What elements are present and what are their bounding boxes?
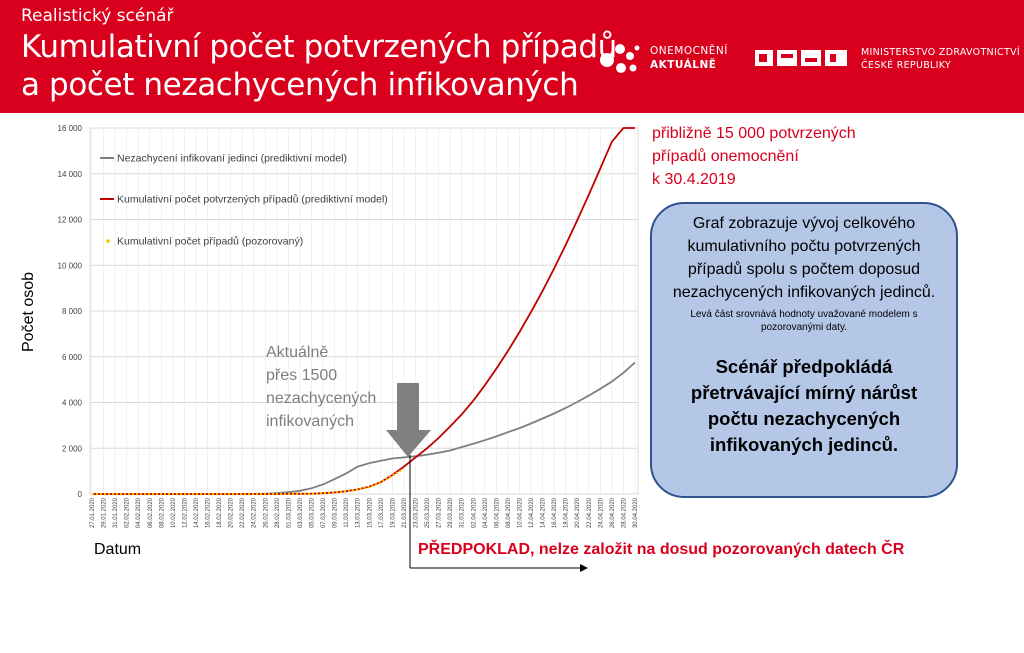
series-line-3 xyxy=(92,467,405,496)
x-tick-label: 17.03.2020 xyxy=(379,497,385,528)
y-tick-label: 4 000 xyxy=(62,399,83,408)
x-tick-label: 22.02.2020 xyxy=(240,497,246,528)
y-axis-label: Počet osob xyxy=(20,271,37,352)
series-line-2 xyxy=(92,127,635,495)
x-tick-label: 05.03.2020 xyxy=(310,497,316,528)
y-tick-label: 16 000 xyxy=(58,124,83,133)
x-tick-label: 28.02.2020 xyxy=(275,497,281,528)
x-tick-label: 16.02.2020 xyxy=(206,497,212,528)
x-tick-label: 12.02.2020 xyxy=(182,497,188,528)
scenario-kicker: Realistický scénář xyxy=(21,6,174,26)
legend-swatch xyxy=(106,239,110,243)
info-small-text: Levá část srovnává hodnoty uvažované mod… xyxy=(690,309,918,333)
page-title-line1: Kumulativní počet potvrzených případů xyxy=(21,29,617,65)
forecast-arrowhead-icon xyxy=(580,564,588,572)
annotation-line1: Aktuálně xyxy=(266,344,329,361)
x-tick-label: 11.03.2020 xyxy=(344,497,350,527)
x-tick-label: 22.04.2020 xyxy=(587,497,593,528)
ministry-logo: MINISTERSTVO ZDRAVOTNICTVÍ ČESKÉ REPUBLI… xyxy=(753,44,1023,80)
onemocneni-aktualne-logo: ONEMOCNĚNÍ AKTUÁLNĚ xyxy=(598,42,738,78)
x-tick-label: 01.03.2020 xyxy=(286,497,292,528)
x-tick-label: 30.04.2020 xyxy=(633,497,639,528)
x-axis-label: Datum xyxy=(94,541,142,558)
legend-label: Kumulativní počet potvrzených případů (p… xyxy=(117,194,388,206)
x-tick-label: 04.04.2020 xyxy=(483,497,489,528)
x-tick-label: 16.04.2020 xyxy=(552,497,558,528)
y-tick-label: 0 xyxy=(78,490,83,499)
y-tick-label: 2 000 xyxy=(62,444,83,453)
x-tick-label: 14.02.2020 xyxy=(194,497,200,528)
annotation-line2: přes 1500 xyxy=(266,367,338,384)
legend-label: Kumulativní počet případů (pozorovaný) xyxy=(117,236,303,248)
y-tick-label: 6 000 xyxy=(62,353,83,362)
x-tick-label: 20.04.2020 xyxy=(575,497,581,528)
x-tick-label: 26.02.2020 xyxy=(263,497,269,528)
x-tick-label: 09.03.2020 xyxy=(333,497,339,528)
logo1-line2: AKTUÁLNĚ xyxy=(650,59,717,71)
x-tick-label: 28.04.2020 xyxy=(621,497,627,528)
x-tick-label: 12.04.2020 xyxy=(529,497,535,528)
x-tick-label: 07.03.2020 xyxy=(321,497,327,528)
x-tick-label: 25.03.2020 xyxy=(425,497,431,528)
y-tick-label: 12 000 xyxy=(58,216,83,225)
x-tick-label: 29.01.2020 xyxy=(102,497,108,528)
logo2-line1: MINISTERSTVO ZDRAVOTNICTVÍ xyxy=(861,47,1020,58)
undetected-annotation: Aktuálně přes 1500 nezachycených infikov… xyxy=(266,341,376,433)
logo2-line2: ČESKÉ REPUBLIKY xyxy=(861,60,952,71)
x-tick-label: 29.03.2020 xyxy=(448,497,454,528)
dots-logo-icon xyxy=(600,44,640,73)
x-tick-label: 10.02.2020 xyxy=(171,497,177,528)
x-tick-label: 23.03.2020 xyxy=(413,497,419,528)
x-tick-label: 02.04.2020 xyxy=(471,497,477,528)
x-tick-label: 21.03.2020 xyxy=(402,497,408,528)
y-tick-label: 14 000 xyxy=(58,170,83,179)
x-tick-label: 08.04.2020 xyxy=(506,497,512,528)
info-bold-text: Scénář předpokládá přetrvávající mírný n… xyxy=(690,356,918,455)
x-tick-label: 14.04.2020 xyxy=(541,497,547,528)
x-tick-label: 31.03.2020 xyxy=(460,497,466,528)
x-tick-label: 27.01.2020 xyxy=(90,497,96,528)
x-tick-label: 27.03.2020 xyxy=(437,497,443,528)
x-tick-label: 08.02.2020 xyxy=(159,497,165,528)
info-box: Graf zobrazuje vývoj celkového kumulativ… xyxy=(650,202,958,498)
x-tick-label: 18.04.2020 xyxy=(564,497,570,528)
page-title: Kumulativní počet potvrzených případů a … xyxy=(21,28,617,104)
x-tick-label: 31.01.2020 xyxy=(113,497,119,528)
x-tick-label: 03.03.2020 xyxy=(298,497,304,528)
page-title-line2: a počet nezachycených infikovaných xyxy=(21,67,579,103)
forecast-note: přibližně 15 000 potvrzených případů one… xyxy=(652,122,952,191)
x-tick-label: 24.02.2020 xyxy=(252,497,258,528)
x-tick-label: 26.04.2020 xyxy=(610,497,616,528)
ministry-emblem-icon xyxy=(755,50,847,66)
y-tick-label: 10 000 xyxy=(58,261,83,270)
legend-label: Nezachycení infikovaní jedinci (predikti… xyxy=(117,153,347,165)
info-main-text: Graf zobrazuje vývoj celkového kumulativ… xyxy=(672,215,936,301)
x-tick-label: 13.03.2020 xyxy=(356,497,362,528)
header-banner: Realistický scénář Kumulativní počet pot… xyxy=(0,0,1024,113)
x-tick-label: 06.04.2020 xyxy=(494,497,500,528)
x-tick-label: 19.03.2020 xyxy=(390,497,396,528)
x-tick-label: 18.02.2020 xyxy=(217,497,223,528)
forecast-note-line2: případů onemocnění xyxy=(652,148,799,165)
x-tick-label: 10.04.2020 xyxy=(517,497,523,528)
annotation-line3: nezachycených xyxy=(266,390,377,407)
x-tick-label: 24.04.2020 xyxy=(598,497,604,528)
down-arrow-icon xyxy=(386,383,431,457)
x-tick-label: 20.02.2020 xyxy=(229,497,235,528)
logo1-line1: ONEMOCNĚNÍ xyxy=(650,45,728,57)
x-tick-label: 04.02.2020 xyxy=(136,497,142,528)
forecast-note-line3: k 30.4.2019 xyxy=(652,171,736,188)
cumulative-cases-chart: 0 2 000 4 000 6 000 8 000 10 000 12 000 14 000 1… xyxy=(58,124,639,572)
x-tick-label: 15.03.2020 xyxy=(367,497,373,528)
forecast-note-line1: přibližně 15 000 potvrzených xyxy=(652,125,856,142)
annotation-line4: infikovaných xyxy=(266,413,355,430)
x-tick-label: 02.02.2020 xyxy=(125,497,131,528)
x-tick-label: 06.02.2020 xyxy=(148,497,154,528)
y-tick-label: 8 000 xyxy=(62,307,83,316)
assumption-label: PŘEDPOKLAD, nelze založit na dosud pozor… xyxy=(418,541,905,558)
